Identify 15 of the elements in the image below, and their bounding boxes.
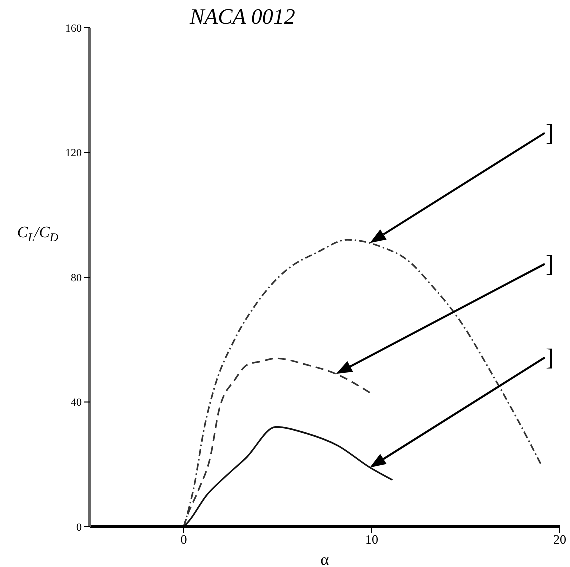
y-tick-label: 80 [71,272,82,284]
x-tick-label: 0 [180,532,188,548]
x-axis-title: α [320,552,330,567]
y-tick-label: 0 [76,522,82,534]
annotation: ] [546,121,554,148]
y-tick-label: 40 [71,397,82,410]
y-tick-label: 120 [66,148,82,160]
annotation: ] [546,346,554,372]
annotation: ] [546,252,554,278]
y-axis-title: C$_{L}$/C$_{D}$ [17,224,59,244]
x-tick-label: 20 [554,532,566,548]
y-tick-label: 160 [66,22,82,35]
line-series [183,426,394,527]
chart-title: NACA 0012 [190,4,296,30]
x-tick-label: 10 [366,532,378,548]
